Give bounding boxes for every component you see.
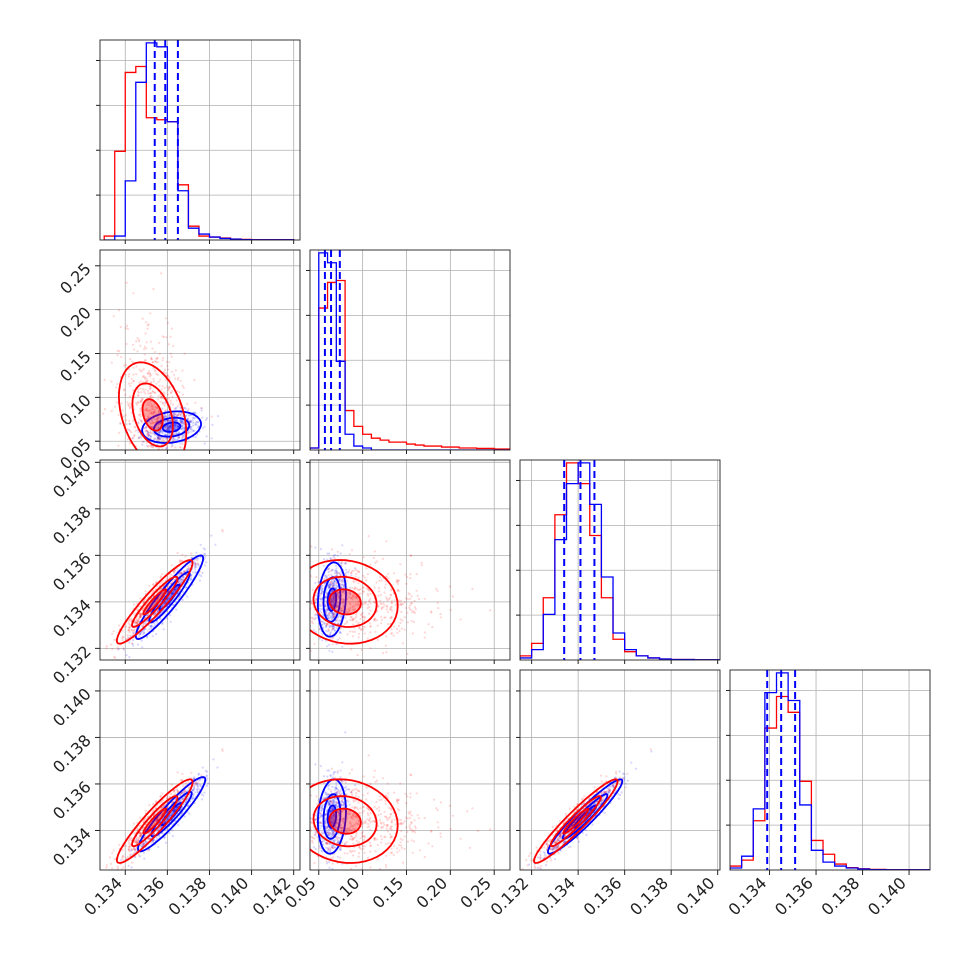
blue-contour-1 — [152, 416, 191, 438]
scatter-panel-3-2 — [519, 669, 721, 871]
blue-contour-2 — [136, 776, 207, 853]
blue-contour-2 — [546, 778, 624, 855]
blue-histogram-step — [520, 462, 720, 660]
red-contour-1 — [312, 575, 378, 628]
y-tick-label-1-3: 0.20 — [56, 303, 95, 342]
y-tick-label-2-0: 0.132 — [49, 642, 95, 688]
red-contour-1 — [312, 795, 378, 848]
x-tick-label-2-1: 0.134 — [533, 873, 579, 919]
panel-border — [309, 249, 511, 451]
red-contour-0 — [142, 588, 168, 616]
scatter-panel-3-2-plot-area — [520, 670, 720, 870]
y-tick-label-2-3: 0.138 — [49, 502, 95, 548]
red-contour-0 — [328, 588, 362, 616]
y-tick-label-3-2: 0.138 — [49, 731, 95, 777]
histogram-panel-1 — [309, 249, 511, 451]
x-tick-label-3-0: 0.134 — [725, 873, 771, 919]
scatter-panel-1-0 — [99, 249, 301, 451]
red-sample-points — [310, 535, 492, 657]
red-contour-1 — [131, 795, 179, 848]
y-tick-label-1-1: 0.10 — [56, 391, 95, 430]
y-tick-label-3-3: 0.140 — [49, 684, 95, 730]
red-contour-0 — [328, 807, 362, 835]
scatter-panel-3-1-plot-area — [310, 670, 510, 870]
histogram-panel-0-plot-area — [100, 40, 300, 240]
x-tick-label-2-3: 0.138 — [626, 873, 672, 919]
x-tick-label-3-1: 0.136 — [771, 873, 817, 919]
x-tick-label-1-2: 0.15 — [369, 873, 408, 912]
red-contour-0 — [142, 807, 168, 835]
panel-border — [99, 249, 301, 451]
x-tick-label-0-1: 0.136 — [122, 873, 168, 919]
red-contour-1 — [131, 382, 174, 448]
red-histogram-step — [730, 695, 930, 870]
red-contour-0 — [141, 398, 164, 432]
scatter-panel-2-1-plot-area — [310, 460, 510, 660]
blue-contour-1 — [322, 576, 342, 623]
red-contour-1 — [549, 795, 602, 848]
panel-border — [99, 669, 301, 871]
panel-border — [519, 669, 721, 871]
red-contour-2 — [115, 778, 194, 864]
histogram-panel-2-plot-area — [520, 460, 720, 660]
x-tick-label-0-3: 0.140 — [207, 873, 253, 919]
scatter-panel-1-0-plot-area — [100, 250, 300, 450]
scatter-panel-2-0 — [99, 459, 301, 661]
red-contour-2 — [533, 778, 619, 864]
x-tick-label-3-3: 0.140 — [864, 873, 910, 919]
scatter-panel-3-0-plot-area — [100, 670, 300, 870]
panel-border — [99, 459, 301, 661]
red-contour-2 — [117, 361, 188, 450]
y-tick-label-3-1: 0.136 — [49, 777, 95, 823]
y-tick-label-1-4: 0.25 — [56, 259, 95, 298]
red-sample-points — [102, 272, 213, 450]
red-contour-0 — [562, 807, 590, 835]
panel-border — [729, 669, 931, 871]
histogram-panel-2 — [519, 459, 721, 661]
blue-contour-0 — [161, 421, 182, 433]
red-contour-2 — [115, 559, 194, 645]
red-contour-1 — [131, 575, 179, 628]
scatter-panel-2-0-plot-area — [100, 460, 300, 660]
scatter-panel-3-1 — [309, 669, 511, 871]
red-histogram-step — [103, 65, 295, 240]
panel-border — [519, 459, 721, 661]
histogram-panel-1-plot-area — [310, 250, 510, 450]
x-tick-label-2-2: 0.136 — [580, 873, 626, 919]
histogram-panel-3-plot-area — [730, 670, 930, 870]
blue-contour-2 — [316, 561, 347, 638]
red-contour-2 — [310, 559, 399, 645]
x-tick-label-1-1: 0.10 — [325, 873, 364, 912]
red-contour-2 — [310, 778, 399, 864]
y-tick-label-2-2: 0.136 — [49, 549, 95, 595]
scatter-panel-3-0 — [99, 669, 301, 871]
blue-contour-2 — [134, 554, 205, 641]
blue-histogram-step — [310, 252, 510, 450]
x-tick-label-1-3: 0.20 — [413, 873, 452, 912]
red-histogram-step — [520, 462, 720, 660]
y-tick-label-2-1: 0.134 — [49, 595, 95, 641]
panel-border — [99, 39, 301, 241]
panel-border — [309, 459, 511, 661]
panel-border — [309, 669, 511, 871]
x-tick-label-2-4: 0.140 — [673, 873, 719, 919]
y-tick-label-1-2: 0.15 — [56, 347, 95, 386]
histogram-panel-3 — [729, 669, 931, 871]
x-tick-label-3-2: 0.138 — [818, 873, 864, 919]
scatter-panel-2-1 — [309, 459, 511, 661]
x-tick-label-0-0: 0.134 — [80, 873, 126, 919]
blue-histogram-step — [104, 42, 295, 240]
y-tick-label-3-0: 0.134 — [49, 824, 95, 870]
x-tick-label-2-0: 0.132 — [487, 873, 533, 919]
blue-contour-1 — [148, 571, 191, 624]
blue-histogram-step — [730, 672, 930, 870]
x-tick-label-0-2: 0.138 — [164, 873, 210, 919]
red-sample-points — [310, 754, 492, 870]
histogram-panel-0 — [99, 39, 301, 241]
